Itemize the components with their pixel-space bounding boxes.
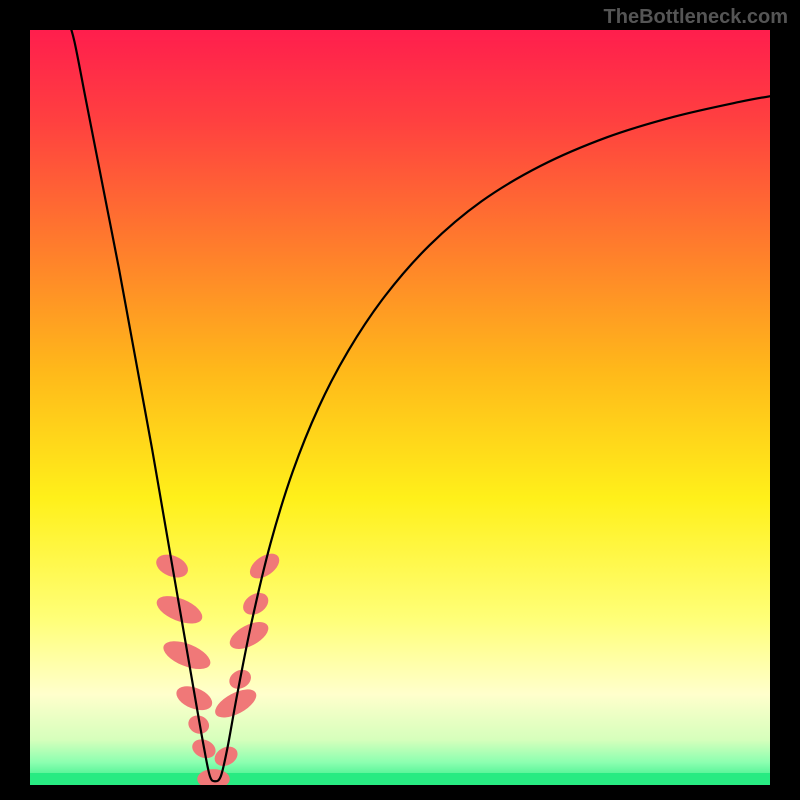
watermark-text: TheBottleneck.com: [604, 6, 788, 29]
plot-area: [30, 30, 770, 785]
chart-svg: [30, 30, 770, 785]
